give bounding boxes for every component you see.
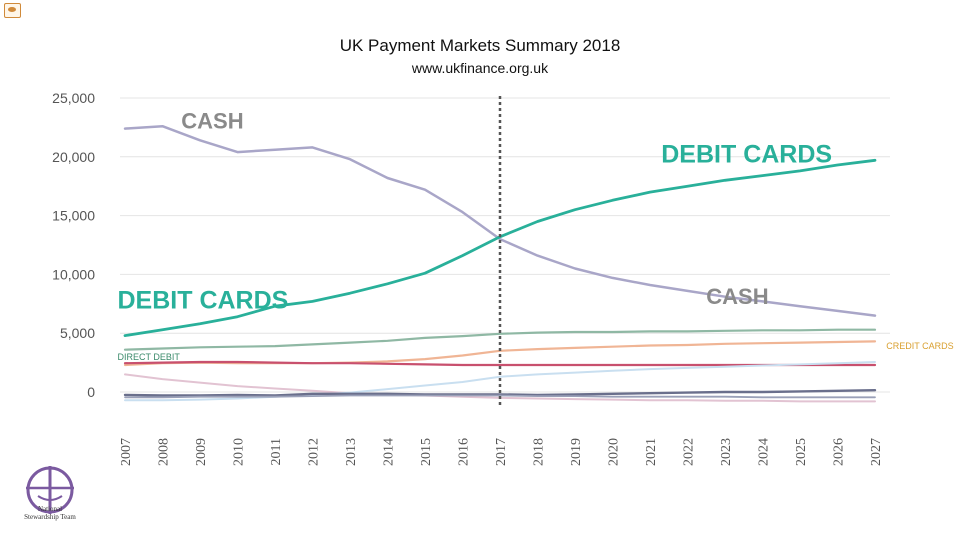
y-tick-label: 5,000 (60, 325, 95, 341)
logo-caption-line1: National (37, 505, 63, 513)
y-tick-label: 25,000 (52, 90, 95, 106)
logo-caption: National Stewardship Team (10, 505, 90, 521)
y-tick-label: 20,000 (52, 149, 95, 165)
x-tick-label: 2008 (157, 438, 172, 466)
series-line-6 (124, 361, 876, 402)
x-tick-label: 2010 (232, 438, 247, 466)
x-tick-label: 2011 (269, 438, 284, 465)
series-line-0 (123, 124, 877, 317)
series-line-2 (123, 328, 877, 351)
annotation-label: DEBIT CARDS (118, 287, 289, 315)
x-tick-label: 2015 (419, 438, 434, 466)
annotation-label: CREDIT CARDS (886, 341, 953, 351)
comment-icon[interactable] (4, 3, 21, 18)
y-axis-ticks: 25,000 20,000 15,000 10,000 5,000 0 (52, 90, 95, 400)
x-tick-label: 2007 (119, 438, 134, 466)
x-tick-label: 2021 (644, 438, 659, 466)
national-stewardship-team-logo (26, 466, 74, 514)
y-tick-label: 15,000 (52, 208, 95, 224)
x-tick-label: 2022 (682, 438, 697, 466)
x-tick-label: 2017 (494, 438, 509, 466)
x-tick-label: 2026 (832, 438, 847, 466)
x-tick-label: 2016 (457, 438, 472, 466)
x-tick-label: 2012 (307, 438, 322, 466)
annotation-label: DIRECT DEBIT (118, 352, 181, 362)
annotation-label: DEBIT CARDS (661, 141, 832, 169)
x-tick-label: 2027 (869, 438, 884, 466)
series-line-8 (124, 394, 876, 399)
chart-title: UK Payment Markets Summary 2018 (339, 36, 621, 55)
x-tick-label: 2019 (569, 438, 584, 466)
x-tick-label: 2024 (757, 438, 772, 466)
x-tick-label: 2025 (794, 438, 809, 466)
x-tick-label: 2013 (344, 438, 359, 466)
annotations: CASH DEBIT CARDS DEBIT CARDS CASH DIRECT DEB… (118, 109, 954, 363)
x-axis-ticks: 2007 2008 2009 2010 2011 2012 2013 2014 2015 2016… (119, 438, 884, 466)
series-line-7 (123, 389, 877, 397)
annotation-label: CASH (706, 284, 768, 309)
y-tick-label: 10,000 (52, 266, 95, 282)
chart-subtitle: www.ukfinance.org.uk (411, 60, 549, 76)
logo-caption-line2: Stewardship Team (24, 513, 76, 521)
x-tick-label: 2009 (194, 438, 209, 466)
y-tick-label: 0 (87, 384, 95, 400)
x-tick-label: 2023 (719, 438, 734, 466)
x-tick-label: 2014 (382, 438, 397, 466)
x-tick-label: 2020 (607, 438, 622, 466)
annotation-label: CASH (181, 109, 243, 134)
x-tick-label: 2018 (532, 438, 547, 466)
